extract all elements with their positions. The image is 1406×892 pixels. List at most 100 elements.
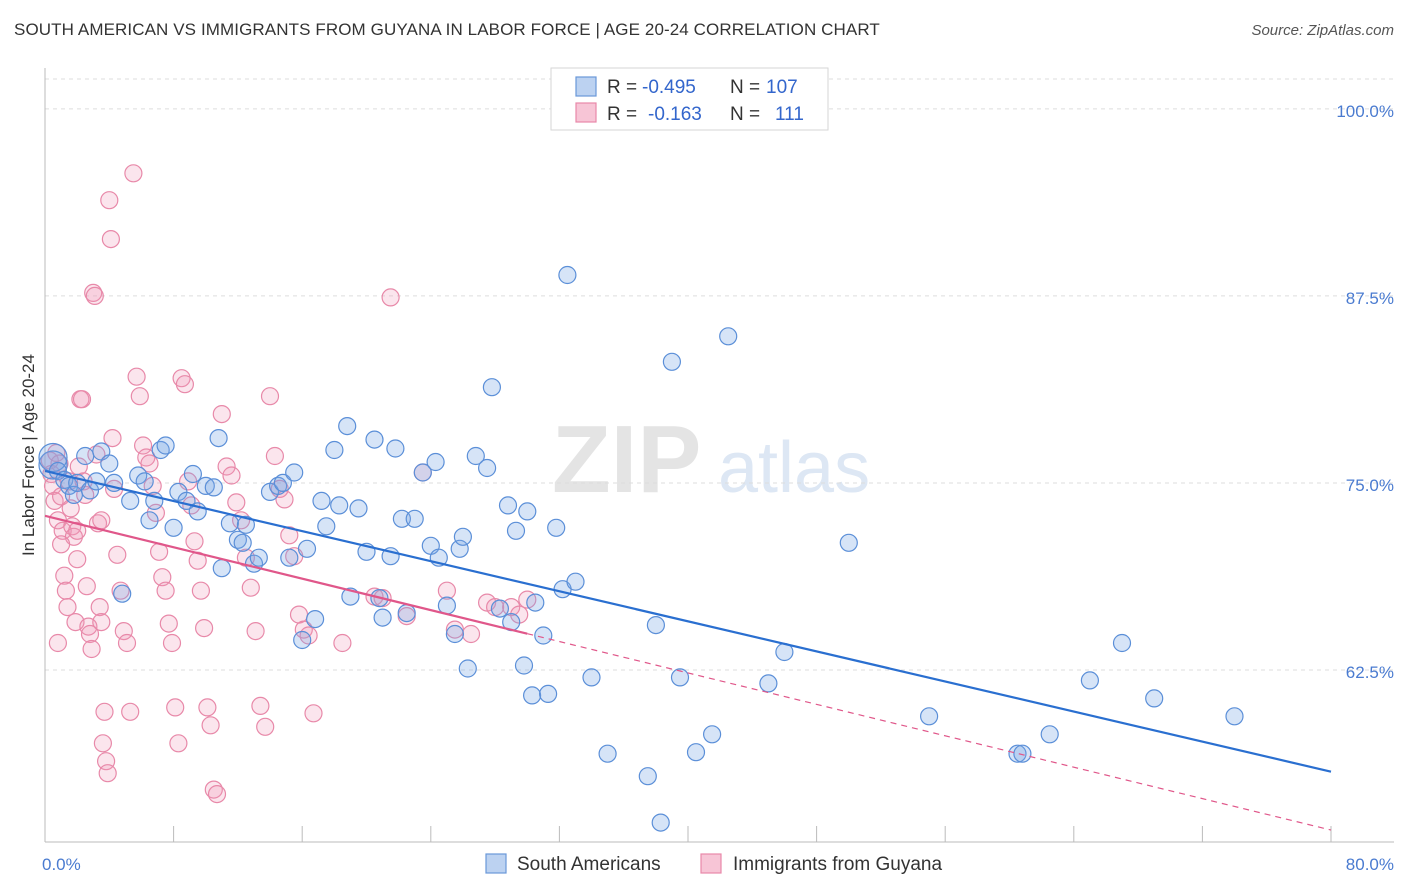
legend-swatch-blue [575, 76, 597, 97]
guyana-point-110 [92, 511, 111, 530]
trend-line-solid-0 [44, 469, 1332, 773]
south-american-point-92 [670, 668, 690, 687]
guyana-point-48 [130, 387, 149, 406]
south-american-point-21 [164, 518, 183, 537]
guyana-point-92 [304, 704, 323, 723]
guyana-point-49 [134, 436, 153, 455]
x-tick-labels: 0.0% 80.0% [42, 855, 1394, 874]
south-american-point-71 [482, 378, 501, 397]
south-american-point-95 [719, 327, 738, 346]
south-american-point-45 [317, 517, 336, 536]
y-tick-label-0: 100.0% [1336, 102, 1394, 121]
guyana-point-6 [50, 454, 69, 473]
trend-line-dashed-1 [527, 633, 1332, 831]
south-american-point-42 [297, 539, 317, 558]
watermark: ZIP atlas [552, 406, 870, 513]
south-american-point-77 [518, 502, 537, 521]
y-tick-labels: 100.0% 87.5% 75.0% 62.5% [1336, 102, 1394, 682]
guyana-point-25 [80, 624, 100, 644]
guyana-point-8 [53, 521, 72, 540]
guyana-point-72 [207, 784, 227, 804]
guyana-point-58 [162, 633, 182, 653]
south-american-point-50 [349, 499, 368, 518]
guyana-point-55 [153, 568, 172, 587]
guyana-point-41 [108, 545, 127, 564]
y-axis-label: In Labor Force | Age 20-24 [19, 354, 38, 556]
guyana-point-65 [185, 532, 204, 551]
guyana-point-62 [175, 375, 194, 394]
south-american-point-11 [100, 454, 119, 473]
south-american-point-48 [338, 417, 357, 436]
guyana-point-70 [201, 716, 220, 735]
south-american-point-44 [312, 491, 331, 510]
x-tick-label-1: 80.0% [1346, 855, 1394, 874]
guyana-point-109 [48, 633, 68, 653]
guyana-point-39 [103, 429, 122, 448]
legend-box [550, 67, 829, 131]
south-american-point-17 [140, 511, 159, 530]
south-american-point-40 [285, 463, 304, 482]
south-american-point-52 [365, 430, 384, 449]
watermark-atlas: atlas [718, 428, 870, 508]
south-american-point-67 [453, 527, 472, 546]
guyana-point-13 [61, 499, 80, 518]
legend-n-value-2: 111 [775, 104, 804, 125]
south-american-point-41 [293, 630, 312, 650]
guyana-point-75 [222, 466, 241, 485]
guyana-point-38 [101, 230, 121, 249]
guyana-point-37 [100, 191, 119, 210]
guyana-point-23 [77, 577, 96, 596]
south-american-point-62 [426, 452, 445, 472]
south-american-point-88 [638, 767, 657, 786]
legend-r-value-1: -0.495 [642, 77, 696, 98]
guyana-point-47 [127, 367, 146, 386]
guyana-point-34 [95, 702, 114, 721]
guyana-point-57 [159, 614, 178, 633]
south-american-point-65 [445, 624, 464, 644]
south-american-point-60 [413, 463, 432, 482]
south-american-point-82 [547, 518, 566, 537]
guyana-point-83 [260, 387, 280, 406]
south-american-point-96 [759, 674, 778, 693]
guyana-point-74 [217, 457, 236, 476]
south-american-point-99 [919, 707, 939, 726]
south-american-point-75 [506, 521, 526, 540]
south-american-point-47 [330, 496, 349, 515]
south-american-point-103 [1080, 671, 1100, 690]
guyana-point-32 [92, 612, 111, 632]
south-american-point-85 [566, 572, 585, 591]
south-american-point-72 [490, 599, 509, 618]
south-american-point-66 [450, 539, 469, 558]
south-american-point-31 [228, 530, 247, 549]
guyana-point-84 [265, 446, 284, 466]
south-american-point-43 [306, 609, 325, 629]
south-american-point-56 [386, 439, 405, 458]
guyana-point-31 [90, 597, 109, 617]
correlation-legend: R = -0.495 N = 107 R = -0.163 N = 111 [550, 67, 829, 131]
south-american-point-89 [646, 615, 666, 635]
guyana-point-69 [198, 698, 217, 717]
guyana-point-82 [256, 717, 275, 736]
south-american-point-33 [236, 515, 255, 534]
legend-n-label-2: N = [730, 104, 760, 125]
south-american-point-105 [1145, 689, 1164, 708]
y-tick-label-1: 87.5% [1346, 289, 1394, 308]
south-american-point-20 [156, 436, 175, 455]
guyana-point-20 [72, 390, 92, 409]
guyana-point-43 [114, 621, 133, 641]
south-american-point-90 [651, 813, 670, 832]
guyana-point-9 [55, 566, 74, 585]
axes [44, 68, 1394, 843]
south-american-point-76 [514, 656, 534, 675]
legend-r-label-2: R = [607, 104, 637, 125]
south-american-point-98 [839, 533, 858, 552]
guyana-point-44 [117, 633, 137, 653]
guyana-point-101 [461, 624, 481, 644]
chart-title: SOUTH AMERICAN VS IMMIGRANTS FROM GUYANA… [14, 20, 880, 39]
guyana-point-99 [437, 581, 456, 600]
south-american-point-59 [405, 509, 424, 528]
guyana-point-67 [191, 581, 210, 600]
guyana-point-93 [333, 633, 352, 653]
south-american-point-79 [526, 593, 545, 612]
